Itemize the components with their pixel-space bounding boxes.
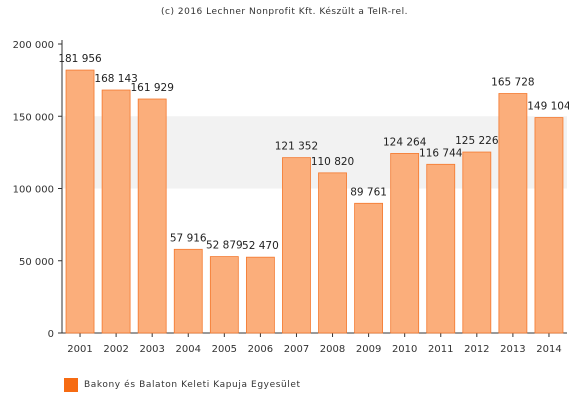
legend-swatch [64,378,78,392]
value-label: 121 352 [275,141,318,153]
x-tick-label: 2009 [356,344,381,355]
bar-2011 [426,163,456,334]
bar-2010 [390,153,420,334]
x-tick-label: 2004 [176,344,201,355]
bar-2005 [209,256,239,334]
x-tick-label: 2002 [103,344,128,355]
x-tick-label: 2008 [320,344,345,355]
bar-2008 [318,172,347,334]
x-tick-label: 2011 [428,344,453,355]
value-label: 181 956 [58,53,102,65]
bar-2006 [245,256,275,334]
y-tick-label: 200 000 [13,40,54,51]
value-label: 52 470 [242,240,279,252]
bar-2014 [534,117,564,334]
value-label: 165 728 [491,77,534,89]
bar-2002 [101,89,131,334]
bar-2003 [137,98,167,334]
x-tick-label: 2013 [500,344,525,355]
value-label: 52 879 [206,240,243,252]
value-label: 124 264 [383,136,427,148]
bar-2001 [65,69,95,334]
chart-credit: (c) 2016 Lechner Nonprofit Kft. Készült … [161,7,408,17]
chart-legend: Bakony és Balaton Keleti Kapuja Egyesüle… [64,377,301,393]
x-tick-label: 2006 [248,344,273,355]
value-label: 168 143 [94,73,137,85]
value-label: 116 744 [419,147,463,159]
bar-2004 [173,248,203,334]
legend-label: Bakony és Balaton Keleti Kapuja Egyesüle… [84,380,301,390]
x-tick-label: 2014 [536,344,561,355]
x-tick-label: 2005 [212,344,237,355]
value-label: 149 104 [527,101,569,113]
x-tick-label: 2012 [464,344,489,355]
bar-2012 [462,151,492,334]
value-label: 125 226 [455,135,499,147]
bar-2007 [282,157,311,334]
y-tick-label: 150 000 [13,112,54,123]
value-label: 161 929 [130,82,173,94]
y-tick-label: 50 000 [19,257,54,268]
x-tick-label: 2007 [284,344,309,355]
y-tick-label: 100 000 [13,185,54,196]
y-tick-label: 0 [48,329,54,340]
value-label: 110 820 [311,156,354,168]
x-tick-label: 2003 [139,344,164,355]
value-label: 57 916 [170,232,207,244]
bar-2009 [354,202,384,334]
value-label: 89 761 [350,186,387,198]
x-tick-label: 2001 [67,344,92,355]
bar-2013 [498,93,528,334]
x-tick-label: 2010 [392,344,417,355]
